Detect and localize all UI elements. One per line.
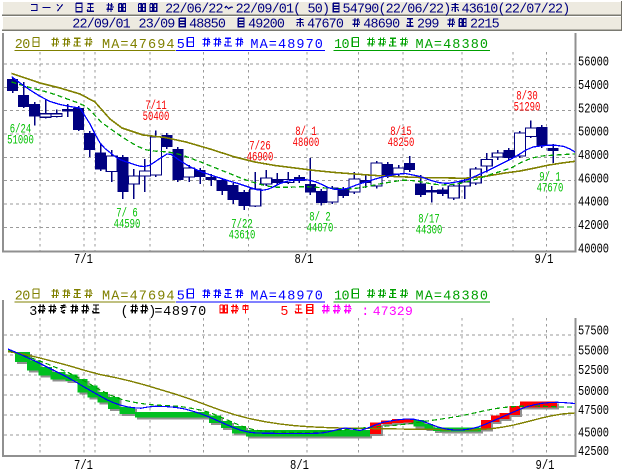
svg-text:46900: 46900 xyxy=(247,151,274,165)
svg-text:9/1: 9/1 xyxy=(536,458,555,474)
svg-text:43610(22/07/22): 43610(22/07/22) xyxy=(462,3,570,18)
svg-text:6/24: 6/24 xyxy=(10,123,32,137)
svg-text:22/09/01( 50): 22/09/01( 50) xyxy=(236,3,330,18)
svg-text:44000: 44000 xyxy=(578,194,609,210)
svg-text:5: 5 xyxy=(177,38,185,53)
svg-text:47500: 47500 xyxy=(578,403,609,419)
svg-text:23/09: 23/09 xyxy=(139,18,176,33)
svg-text:10: 10 xyxy=(334,290,349,305)
svg-text:MA=48970: MA=48970 xyxy=(250,38,324,53)
svg-text:22/06/22: 22/06/22 xyxy=(165,3,223,18)
svg-text:7/ 6: 7/ 6 xyxy=(116,207,137,221)
svg-text:8/15: 8/15 xyxy=(390,125,411,139)
svg-text:47670: 47670 xyxy=(537,182,564,196)
svg-text:54790(22/06/22): 54790(22/06/22) xyxy=(343,3,451,18)
svg-text:51000: 51000 xyxy=(7,134,34,148)
svg-text:8/ 1: 8/ 1 xyxy=(295,125,317,139)
svg-text:51290: 51290 xyxy=(514,101,541,115)
svg-text:57500: 57500 xyxy=(578,323,609,339)
svg-text:): ) xyxy=(148,305,156,320)
svg-text:49200: 49200 xyxy=(248,18,285,33)
svg-text:42000: 42000 xyxy=(578,218,609,234)
svg-text:52500: 52500 xyxy=(578,363,609,379)
svg-text:7/26: 7/26 xyxy=(249,140,270,154)
svg-text:43610: 43610 xyxy=(229,229,256,243)
svg-text:48690: 48690 xyxy=(363,18,400,33)
svg-text:48000: 48000 xyxy=(578,148,609,164)
svg-text:9/1: 9/1 xyxy=(535,252,554,268)
svg-text:MA=47694: MA=47694 xyxy=(102,290,176,305)
svg-text:7/22: 7/22 xyxy=(231,218,252,232)
svg-text:44590: 44590 xyxy=(114,218,141,232)
svg-text:=48970: =48970 xyxy=(154,305,207,320)
svg-text:22/09/01: 22/09/01 xyxy=(72,18,130,33)
svg-text:50400: 50400 xyxy=(143,111,170,125)
svg-text:5: 5 xyxy=(177,290,185,305)
svg-text:7/1: 7/1 xyxy=(74,458,93,474)
svg-text:MA=48380: MA=48380 xyxy=(416,290,490,305)
svg-text:299: 299 xyxy=(417,18,439,33)
svg-text:20: 20 xyxy=(15,290,30,305)
svg-text:MA=47694: MA=47694 xyxy=(102,38,176,53)
svg-text:10: 10 xyxy=(334,38,349,53)
svg-text:55000: 55000 xyxy=(578,343,609,359)
svg-text::: : xyxy=(361,305,369,320)
svg-text:8/1: 8/1 xyxy=(295,252,314,268)
svg-text:45000: 45000 xyxy=(578,425,609,441)
svg-text:7/11: 7/11 xyxy=(145,100,167,114)
svg-text:MA=48380: MA=48380 xyxy=(416,38,490,53)
svg-text:54000: 54000 xyxy=(578,78,609,94)
svg-text:20: 20 xyxy=(15,38,30,53)
svg-text:8/ 2: 8/ 2 xyxy=(309,211,330,225)
svg-text:47329: 47329 xyxy=(373,304,413,319)
svg-text:47670: 47670 xyxy=(307,18,344,33)
svg-text:8/1: 8/1 xyxy=(290,458,309,474)
svg-text:3: 3 xyxy=(29,305,37,320)
svg-text:56000: 56000 xyxy=(578,54,609,70)
svg-text:8/17: 8/17 xyxy=(418,213,439,227)
svg-text:50000: 50000 xyxy=(578,384,609,400)
svg-text:42500: 42500 xyxy=(578,444,609,460)
svg-text:50000: 50000 xyxy=(578,124,609,140)
svg-text:48250: 48250 xyxy=(388,136,415,150)
svg-text:44300: 44300 xyxy=(416,224,443,238)
svg-text:40000: 40000 xyxy=(578,241,609,257)
svg-text:2215: 2215 xyxy=(470,18,500,33)
svg-text:7/1: 7/1 xyxy=(74,252,93,268)
svg-text:MA=48970: MA=48970 xyxy=(250,290,324,305)
svg-text:48000: 48000 xyxy=(293,136,320,150)
svg-text:5: 5 xyxy=(280,305,288,320)
svg-text:9/ 1: 9/ 1 xyxy=(539,171,561,185)
svg-text:46000: 46000 xyxy=(578,171,609,187)
svg-text:(: ( xyxy=(121,305,129,320)
svg-text:44070: 44070 xyxy=(307,222,334,236)
svg-text:48850: 48850 xyxy=(189,18,226,33)
svg-text:52000: 52000 xyxy=(578,101,609,117)
svg-text:8/30: 8/30 xyxy=(516,90,537,104)
